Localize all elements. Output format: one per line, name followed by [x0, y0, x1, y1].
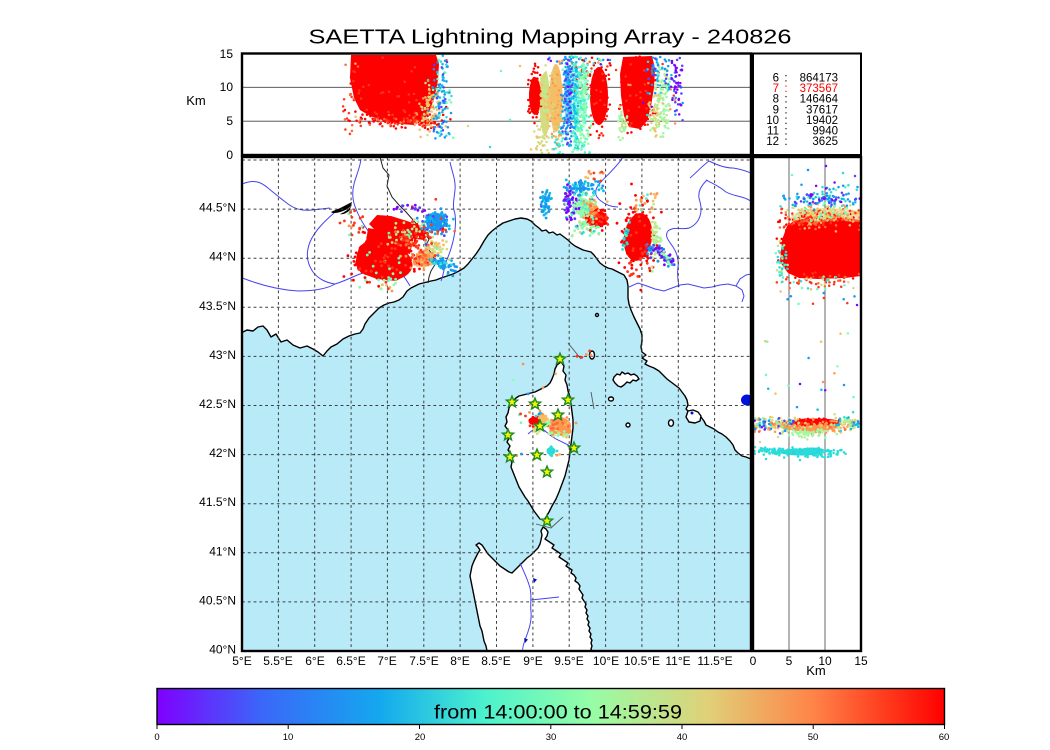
svg-text:10: 10: [220, 80, 234, 94]
svg-text:11°E: 11°E: [665, 654, 690, 668]
svg-text:43.5°N: 43.5°N: [199, 299, 236, 313]
svg-text:8.5°E: 8.5°E: [481, 654, 510, 668]
svg-text:41°N: 41°N: [209, 544, 236, 558]
svg-text:5°E: 5°E: [232, 654, 251, 668]
svg-text:42.5°N: 42.5°N: [199, 397, 236, 411]
svg-text:Km: Km: [186, 93, 206, 108]
svg-text:44.5°N: 44.5°N: [199, 201, 236, 215]
svg-text:SAETTA Lightning Mapping Array: SAETTA Lightning Mapping Array - 240826: [309, 27, 792, 49]
svg-text:5.5°E: 5.5°E: [263, 654, 292, 668]
svg-text:40.5°N: 40.5°N: [199, 593, 236, 607]
svg-text:0: 0: [226, 148, 233, 162]
svg-text:43°N: 43°N: [209, 348, 236, 362]
svg-text:8°E: 8°E: [450, 654, 469, 668]
svg-text:9.5°E: 9.5°E: [554, 654, 583, 668]
svg-text:40°N: 40°N: [209, 643, 236, 657]
svg-text:5: 5: [226, 114, 233, 128]
svg-text:15: 15: [220, 47, 234, 61]
svg-text:10°E: 10°E: [593, 654, 619, 668]
svg-text:6.5°E: 6.5°E: [336, 654, 365, 668]
svg-text:44°N: 44°N: [209, 250, 236, 264]
svg-text:9°E: 9°E: [523, 654, 542, 668]
svg-text:7.5°E: 7.5°E: [409, 654, 438, 668]
svg-text:11.5°E: 11.5°E: [697, 654, 732, 668]
svg-text:41.5°N: 41.5°N: [199, 495, 236, 509]
svg-text:7°E: 7°E: [377, 654, 396, 668]
svg-text:6°E: 6°E: [305, 654, 324, 668]
svg-text:10.5°E: 10.5°E: [624, 654, 660, 668]
svg-text:42°N: 42°N: [209, 446, 236, 460]
